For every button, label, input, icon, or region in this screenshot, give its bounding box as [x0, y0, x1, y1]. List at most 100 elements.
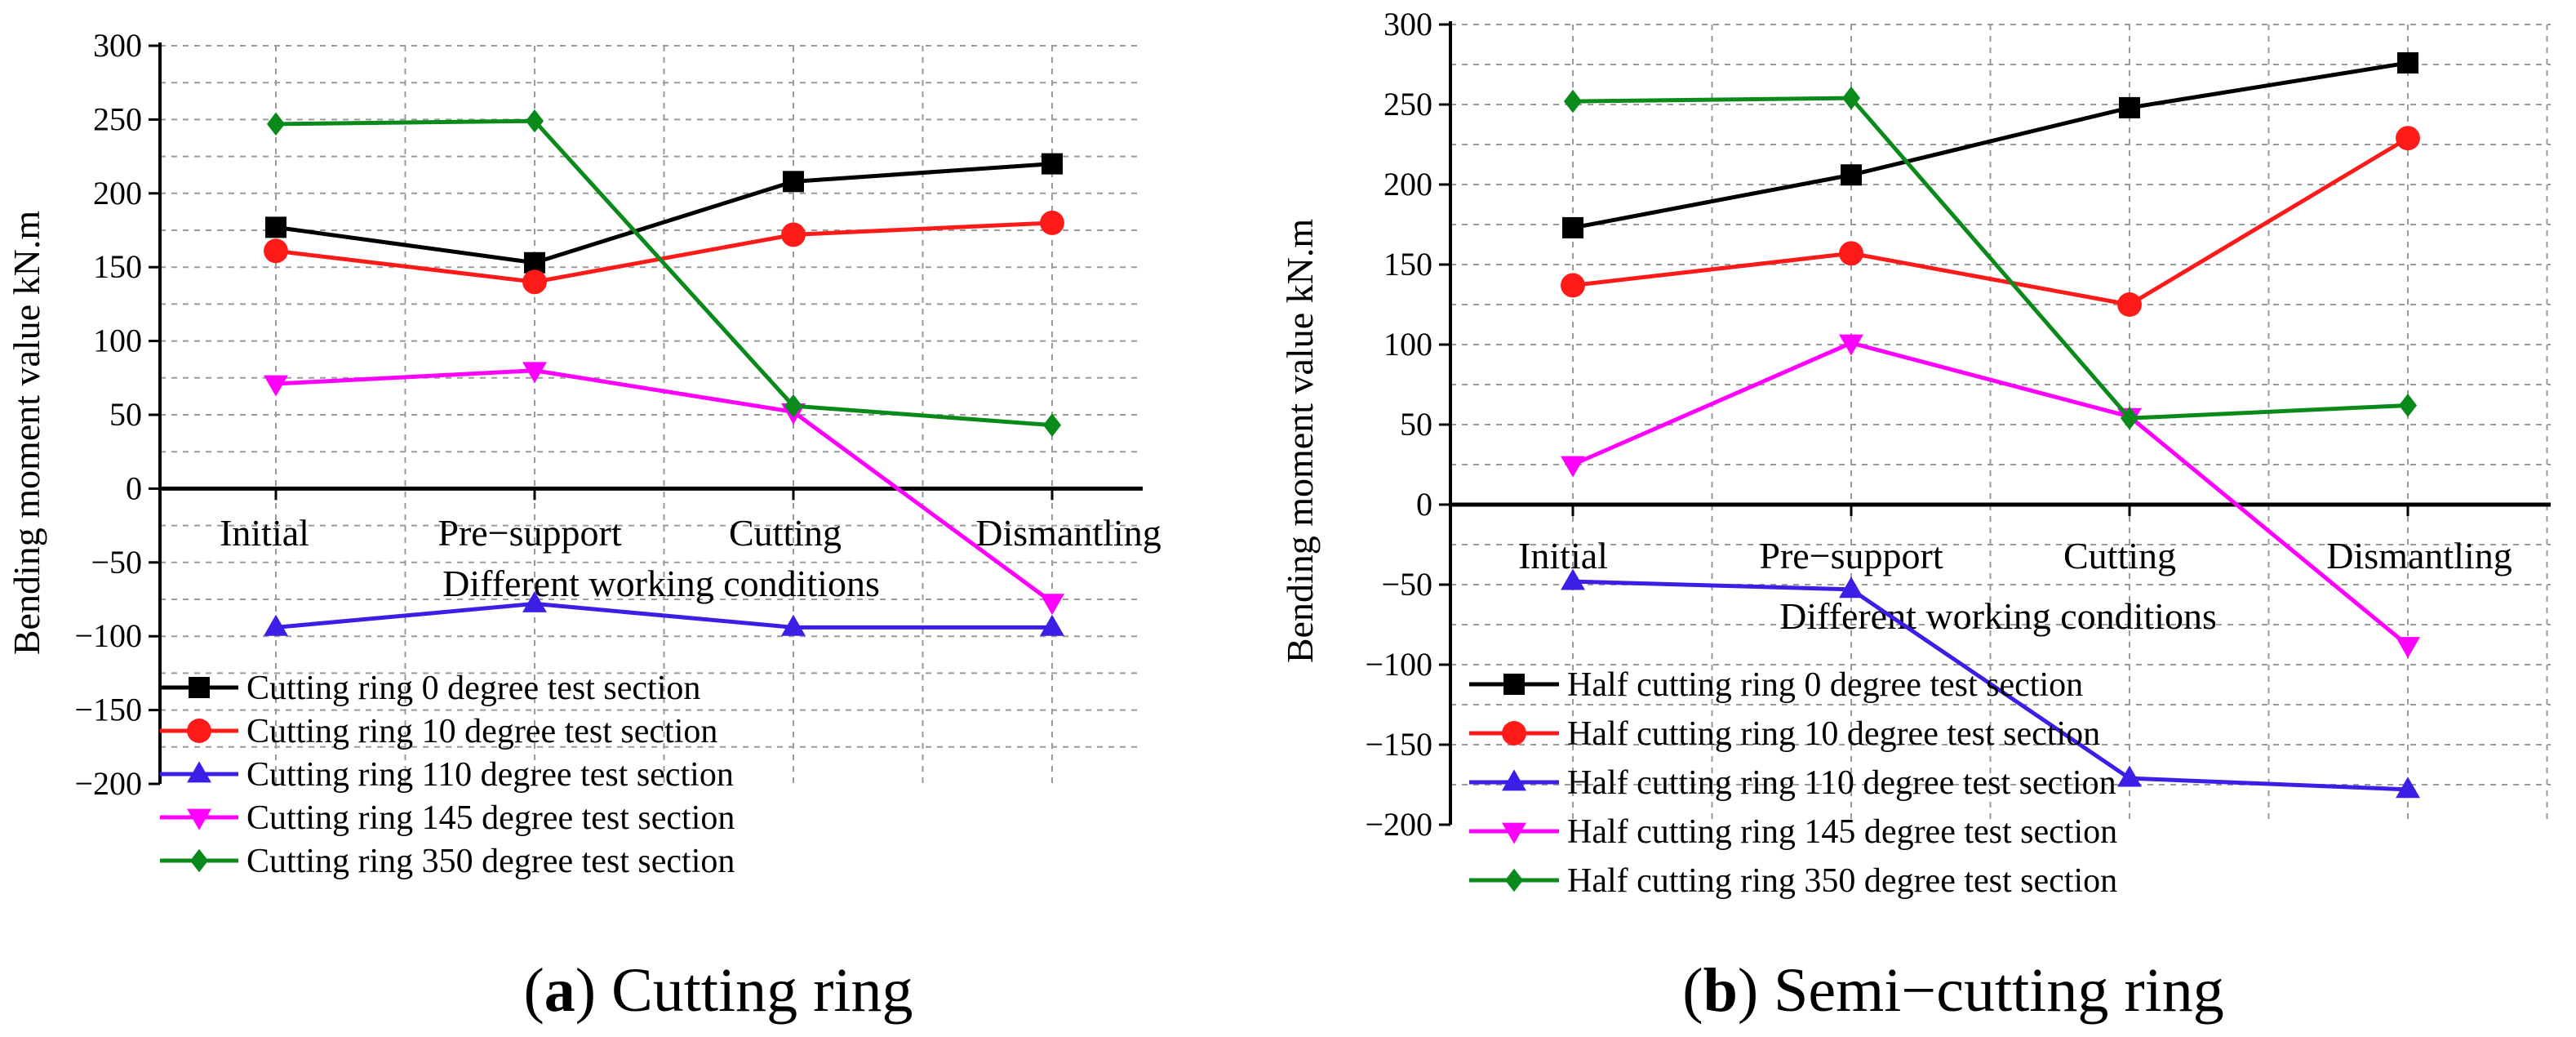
chart-a-series-2 — [264, 590, 1064, 636]
chart-b-caption: (b) Semi−cutting ring — [1682, 956, 2224, 1025]
chart-a-legend-marker — [187, 808, 211, 830]
chart-b-y-tick-label: 50 — [1400, 406, 1432, 443]
chart-a-y-tick-label: 100 — [93, 323, 142, 359]
chart-a-caption: (a) Cutting ring — [523, 956, 913, 1025]
chart-a-y-axis-title: Bending moment value kN.m — [6, 211, 47, 655]
chart-a-legend-label: Cutting ring 10 degree test section — [246, 713, 717, 750]
chart-b-y-tick-label: −50 — [1381, 566, 1432, 603]
chart-a-series-line — [275, 118, 1053, 428]
chart-a-x-tick-label: Initial — [220, 512, 309, 554]
chart-b-legend-item: Half cutting ring 145 degree test sectio… — [1469, 813, 2117, 851]
chart-b-legend-item: Half cutting ring 0 degree test section — [1469, 666, 2083, 704]
chart-a-y-tick-label: 200 — [93, 175, 142, 211]
chart-b-legend-label: Half cutting ring 145 degree test sectio… — [1567, 813, 2117, 851]
chart-a-series-line — [275, 220, 1053, 284]
chart-a-series-line — [275, 162, 1053, 265]
chart-a-data-point — [1042, 153, 1063, 175]
chart-b-series-line — [1572, 136, 2409, 307]
chart-b-data-point — [1561, 568, 1585, 590]
chart-a-data-point — [522, 590, 547, 612]
chart-a-data-point — [265, 216, 286, 238]
chart-b-x-axis-title: Different working conditions — [1779, 595, 2217, 637]
chart-b-y-tick-label: 250 — [1383, 86, 1432, 122]
chart-b-series-1 — [1561, 126, 2420, 317]
chart-b-x-tick-label: Pre−support — [1759, 535, 1943, 576]
chart-a-data-point — [1040, 594, 1064, 616]
chart-b-data-point — [1561, 273, 1585, 298]
chart-a-data-point — [1040, 211, 1064, 235]
chart-b-x-tick-label: Initial — [1518, 535, 1608, 576]
chart-a-y-tick-label: 300 — [93, 27, 142, 64]
chart-a-data-point — [781, 614, 806, 636]
chart-b-caption-text: Semi−cutting ring — [1774, 956, 2224, 1025]
chart-b-legend-item: Half cutting ring 10 degree test section — [1469, 715, 2100, 753]
chart-a-legend-item: Cutting ring 0 degree test section — [160, 670, 700, 707]
chart-b-grid — [1450, 24, 2551, 825]
chart-a-y-tick-label: −200 — [74, 765, 142, 802]
chart-b-data-point — [1839, 334, 1863, 356]
chart-a-data-point — [1042, 413, 1062, 437]
chart-a-legend-label: Cutting ring 350 degree test section — [246, 843, 735, 880]
chart-a-legend-marker — [189, 848, 209, 873]
chart-b-legend-marker — [1504, 868, 1524, 892]
chart-a-data-point — [266, 112, 286, 136]
chart-b-x-tick-label: Dismantling — [2326, 535, 2512, 576]
chart-a-data-point — [784, 394, 803, 418]
chart-b-y-tick-label: 150 — [1383, 246, 1432, 283]
chart-b-data-point — [1839, 241, 1863, 266]
chart-a: −200 −150 −100 −50 0 50 100 150 200 250 300 Initial… — [6, 27, 1161, 1025]
chart-a-series-0 — [265, 153, 1063, 274]
chart-b-data-point — [1841, 86, 1861, 110]
chart-a-x-tick-label: Pre−support — [437, 512, 621, 554]
chart-b: −200 −150 −100 −50 0 50 100 150 200 250 300 Initial… — [1279, 6, 2551, 1025]
chart-a-series-4 — [266, 109, 1062, 437]
chart-a-data-point — [264, 375, 288, 397]
chart-a-legend-marker — [189, 677, 210, 698]
chart-b-legend-label: Half cutting ring 350 degree test sectio… — [1567, 862, 2117, 900]
chart-a-legend-item: Cutting ring 110 degree test section — [160, 756, 734, 794]
chart-a-y-tick-label: −150 — [74, 692, 142, 728]
chart-a-legend-label: Cutting ring 110 degree test section — [246, 756, 734, 794]
chart-b-data-point — [2396, 126, 2420, 151]
chart-a-legend-item: Cutting ring 10 degree test section — [160, 713, 717, 750]
chart-b-series-2 — [1561, 568, 2420, 799]
chart-b-series-line — [1572, 96, 2409, 421]
chart-b-data-point — [2117, 292, 2142, 317]
chart-a-data-point — [781, 222, 806, 247]
chart-a-legend: Cutting ring 0 degree test section Cuttin… — [160, 670, 735, 880]
chart-b-x-tick-label: Cutting — [2063, 535, 2176, 576]
chart-a-y-tick-label: 250 — [93, 100, 142, 137]
chart-a-data-point — [522, 362, 547, 384]
chart-b-data-point — [2117, 765, 2142, 787]
chart-b-y-tick-label: 0 — [1416, 486, 1432, 523]
chart-a-data-point — [783, 171, 804, 193]
chart-a-x-tick-label: Cutting — [729, 512, 842, 554]
chart-a-legend-label: Cutting ring 0 degree test section — [246, 670, 700, 707]
chart-b-legend-marker — [1502, 721, 1526, 745]
chart-a-caption-letter: a — [544, 956, 575, 1025]
chart-b-y-tick-label: −100 — [1365, 646, 1432, 683]
chart-b-data-point — [1563, 89, 1583, 113]
chart-b-caption-letter: b — [1703, 956, 1738, 1025]
chart-b-data-point — [2398, 394, 2418, 417]
chart-b-y-tick-label: 100 — [1383, 326, 1432, 363]
chart-a-series-line — [275, 601, 1052, 630]
chart-b-legend-item: Half cutting ring 110 degree test sectio… — [1469, 764, 2116, 802]
chart-a-series-1 — [264, 211, 1064, 295]
chart-b-y-tick-label: 200 — [1383, 166, 1432, 203]
chart-b-data-point — [2396, 637, 2420, 659]
chart-a-x-axis-title: Different working conditions — [442, 563, 880, 604]
chart-a-y-tick-label: 50 — [109, 396, 142, 433]
chart-b-data-point — [1562, 216, 1583, 238]
chart-b-series-0 — [1562, 52, 2418, 238]
chart-b-legend-label: Half cutting ring 10 degree test section — [1567, 715, 2100, 753]
chart-b-data-point — [1841, 164, 1862, 186]
chart-b-y-tick-label: 300 — [1383, 6, 1432, 42]
chart-b-data-point — [1839, 576, 1863, 599]
chart-b-data-point — [1561, 456, 1585, 478]
chart-b-legend-marker — [1503, 674, 1525, 695]
chart-b-series-line — [1572, 579, 2409, 792]
chart-a-data-point — [1040, 614, 1064, 636]
chart-a-data-point — [525, 109, 544, 133]
